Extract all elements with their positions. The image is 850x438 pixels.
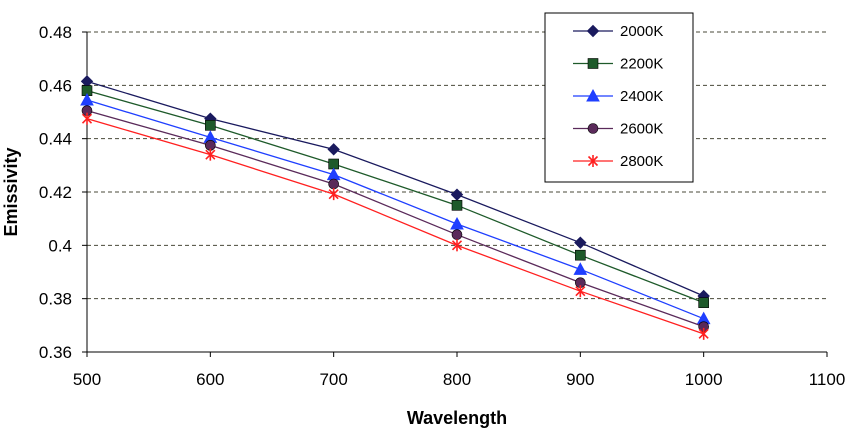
data-point [450, 188, 464, 201]
legend-marker [587, 58, 599, 69]
legend-marker [587, 155, 599, 167]
tick-labels: 0.36 0.38 0.4 0.42 0.44 0.46 0.48 500 600 700 800 9… [39, 23, 845, 389]
data-point [451, 229, 463, 240]
data-point [698, 297, 709, 308]
data-point [81, 112, 93, 125]
legend-entry: 2200K [573, 56, 663, 73]
series-line [86, 99, 704, 320]
legend-box [544, 12, 694, 183]
series-2200K [81, 85, 709, 308]
legend-label: 2000K [620, 23, 663, 40]
legend-label: 2800K [620, 153, 663, 170]
legend-marker [587, 123, 599, 134]
legend-label: 2400K [620, 88, 663, 105]
x-tick-label: 900 [566, 370, 594, 389]
data-point [80, 92, 94, 106]
y-tick-label: 0.44 [39, 130, 72, 149]
legend-entry: 2400K [573, 88, 663, 105]
y-axis-title: Emissivity [1, 147, 21, 236]
legend-entry: 2800K [573, 153, 663, 170]
x-tick-label: 500 [73, 370, 101, 389]
series-line [86, 118, 704, 335]
y-tick-label: 0.36 [39, 343, 72, 362]
y-tick-label: 0.48 [39, 23, 72, 42]
data-point [450, 216, 464, 230]
series-2600K [81, 105, 709, 332]
legend-entry: 2600K [573, 121, 663, 138]
data-point [327, 143, 340, 156]
y-tick-label: 0.4 [48, 236, 72, 255]
x-tick-label: 800 [443, 370, 471, 389]
series-lines [80, 75, 711, 340]
legend-marker [586, 88, 600, 102]
data-point [575, 249, 586, 261]
data-point [451, 200, 463, 211]
x-tick-label: 600 [196, 370, 224, 389]
series-line [86, 110, 704, 328]
data-point [205, 120, 216, 131]
series-line [86, 80, 704, 297]
data-point [328, 158, 339, 170]
legend: 2000K 2200K 2400K 2600K 2800K [544, 12, 694, 183]
legend-entry: 2000K [573, 23, 663, 40]
x-axis-title: Wavelength [407, 408, 507, 428]
data-point [698, 327, 709, 340]
y-tick-label: 0.42 [39, 183, 72, 202]
x-tick-label: 1100 [809, 370, 846, 389]
data-point [575, 285, 586, 298]
legend-marker [586, 24, 600, 38]
data-point [328, 178, 339, 190]
y-tick-label: 0.38 [39, 290, 72, 309]
data-point [326, 167, 341, 181]
grid-lines [87, 31, 827, 300]
x-tick-label: 1000 [685, 370, 723, 389]
x-tick-label: 700 [319, 370, 347, 389]
data-point [574, 236, 587, 249]
series-line [86, 90, 704, 304]
data-point [573, 262, 588, 275]
data-point [451, 239, 463, 252]
series-2800K [81, 112, 709, 340]
data-point [328, 188, 339, 201]
legend-label: 2200K [620, 56, 663, 73]
y-tick-label: 0.46 [39, 76, 72, 95]
legend-label: 2600K [620, 121, 663, 138]
data-point [205, 148, 216, 161]
